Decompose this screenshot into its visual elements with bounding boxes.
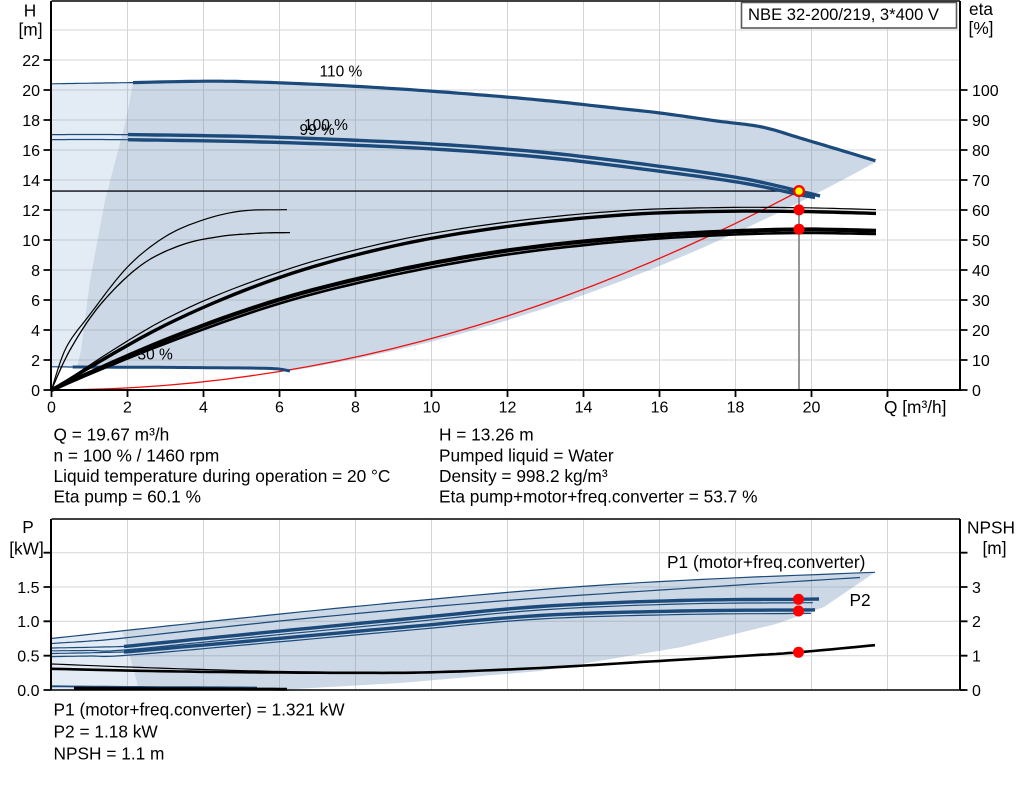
svg-text:16: 16	[22, 143, 40, 160]
svg-text:12: 12	[22, 203, 40, 220]
svg-text:6: 6	[275, 400, 284, 417]
svg-text:Density = 998.2 kg/m³: Density = 998.2 kg/m³	[439, 466, 608, 486]
svg-text:16: 16	[651, 400, 669, 417]
svg-text:100 %: 100 %	[304, 117, 348, 134]
svg-text:4: 4	[31, 323, 40, 340]
svg-text:2: 2	[972, 614, 981, 631]
svg-text:30: 30	[972, 293, 990, 310]
svg-text:P2: P2	[850, 590, 871, 610]
svg-text:90: 90	[972, 113, 990, 130]
svg-text:10: 10	[22, 233, 40, 250]
svg-text:4: 4	[199, 400, 208, 417]
svg-text:H = 13.26 m: H = 13.26 m	[439, 425, 534, 445]
svg-text:3: 3	[972, 580, 981, 597]
svg-text:8: 8	[31, 263, 40, 280]
svg-text:8: 8	[351, 400, 360, 417]
svg-text:[m]: [m]	[983, 538, 1007, 558]
svg-text:P2 = 1.18 kW: P2 = 1.18 kW	[54, 722, 159, 742]
svg-text:70: 70	[972, 173, 990, 190]
svg-text:NBE 32-200/219, 3*400 V: NBE 32-200/219, 3*400 V	[748, 5, 939, 24]
svg-text:22: 22	[22, 53, 40, 70]
svg-text:Liquid temperature during oper: Liquid temperature during operation = 20…	[54, 466, 391, 486]
svg-text:NPSH: NPSH	[967, 517, 1015, 537]
svg-text:40: 40	[972, 263, 990, 280]
svg-text:P1 (motor+freq.converter): P1 (motor+freq.converter)	[667, 552, 865, 572]
svg-text:2: 2	[123, 400, 132, 417]
svg-text:110 %: 110 %	[320, 64, 363, 81]
svg-text:30 %: 30 %	[138, 347, 174, 364]
svg-text:Q [m³/h]: Q [m³/h]	[884, 397, 946, 417]
svg-text:Eta pump = 60.1 %: Eta pump = 60.1 %	[54, 487, 201, 507]
svg-text:18: 18	[22, 113, 40, 130]
svg-text:99 %: 99 %	[300, 122, 336, 139]
svg-text:[m]: [m]	[19, 20, 43, 40]
svg-text:0: 0	[972, 383, 981, 400]
svg-text:60: 60	[972, 203, 990, 220]
svg-text:0: 0	[31, 383, 40, 400]
svg-text:[kW]: [kW]	[9, 539, 44, 559]
svg-text:0.0: 0.0	[17, 683, 39, 700]
svg-text:1.0: 1.0	[17, 614, 39, 631]
svg-text:H: H	[24, 0, 36, 20]
svg-text:18: 18	[727, 400, 745, 417]
svg-text:0.5: 0.5	[17, 649, 39, 666]
svg-text:Eta pump+motor+freq.converter: Eta pump+motor+freq.converter = 53.7 %	[439, 487, 757, 507]
svg-text:n = 100 % / 1460 rpm: n = 100 % / 1460 rpm	[54, 445, 220, 465]
svg-text:10: 10	[423, 400, 441, 417]
svg-text:[%]: [%]	[969, 18, 994, 38]
svg-text:NPSH = 1.1 m: NPSH = 1.1 m	[54, 744, 165, 764]
svg-text:eta: eta	[969, 0, 993, 19]
svg-text:2: 2	[31, 353, 40, 370]
svg-text:20: 20	[803, 400, 821, 417]
svg-text:80: 80	[972, 143, 990, 160]
svg-text:100: 100	[972, 83, 999, 100]
svg-text:P1 (motor+freq.converter) = 1.: P1 (motor+freq.converter) = 1.321 kW	[54, 700, 346, 720]
svg-text:14: 14	[22, 173, 40, 190]
svg-text:1.5: 1.5	[17, 580, 39, 597]
svg-text:6: 6	[31, 293, 40, 310]
svg-text:14: 14	[575, 400, 593, 417]
svg-text:0: 0	[972, 683, 981, 700]
svg-text:20: 20	[22, 83, 40, 100]
svg-text:Pumped liquid = Water: Pumped liquid = Water	[439, 445, 614, 465]
svg-text:1: 1	[972, 649, 981, 666]
svg-text:50: 50	[972, 233, 990, 250]
svg-text:10: 10	[972, 353, 990, 370]
svg-text:12: 12	[499, 400, 517, 417]
svg-text:P: P	[22, 517, 34, 537]
svg-text:Q = 19.67 m³/h: Q = 19.67 m³/h	[54, 425, 170, 445]
svg-text:20: 20	[972, 323, 990, 340]
svg-text:0: 0	[47, 400, 56, 417]
